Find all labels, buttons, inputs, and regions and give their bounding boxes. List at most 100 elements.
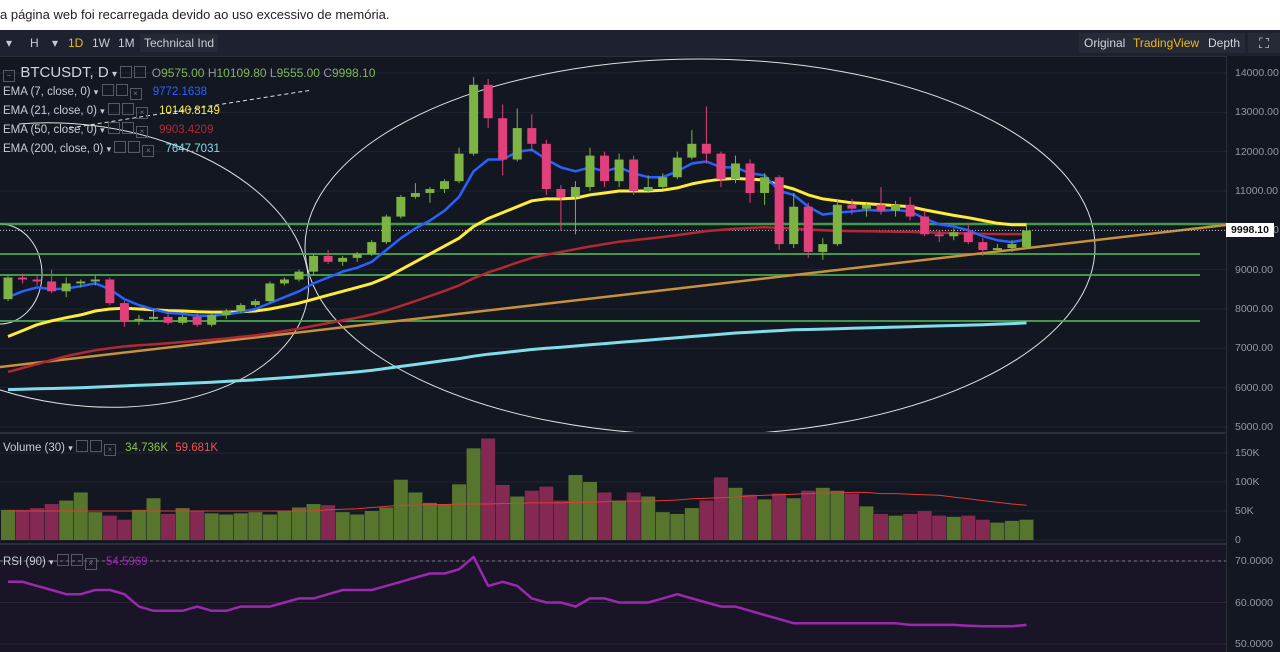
candle-body — [410, 192, 420, 197]
more-menu-icon[interactable]: ▾ — [6, 36, 13, 50]
symbol-legend: − BTCUSDT, D ▾ O9575.00 H10109.80 L9555.… — [3, 64, 375, 82]
price-tick-label: 9000.00 — [1235, 263, 1273, 276]
rising-trendline — [0, 223, 1226, 369]
candle-body — [367, 242, 377, 254]
interval-1d-button[interactable]: 1D — [68, 36, 84, 50]
candle-body — [963, 232, 973, 243]
candle-body — [643, 187, 653, 191]
price-tick-label: 14000.00 — [1235, 67, 1279, 79]
chevron-down-icon[interactable]: ▾ — [52, 36, 59, 50]
technical-indicators-button[interactable]: Technical Ind — [140, 34, 219, 52]
visibility-icon[interactable] — [56, 554, 69, 566]
view-original-button[interactable]: Original — [1079, 33, 1131, 53]
candle-body — [90, 279, 100, 282]
volume-bar — [233, 513, 248, 540]
view-tradingview-button[interactable]: TradingView — [1128, 33, 1205, 53]
close-icon[interactable]: × — [129, 88, 142, 100]
indicator-ema21[interactable]: EMA (21, close, 0) ▾ × 10140.8149 — [3, 103, 220, 119]
indicator-ema200[interactable]: EMA (200, close, 0) ▾ × 7647.7031 — [3, 141, 220, 157]
rsi-panel-background — [0, 546, 1226, 652]
close-icon[interactable]: × — [142, 145, 155, 157]
symbol-name[interactable]: BTCUSDT, D — [20, 64, 109, 81]
price-tick-label: 7000.00 — [1235, 342, 1273, 355]
rsi-tick-label: 50.0000 — [1235, 638, 1273, 650]
settings-icon[interactable] — [115, 84, 128, 96]
price-chart-canvas[interactable] — [0, 56, 1226, 652]
candle-body — [978, 242, 988, 250]
close-icon[interactable]: × — [135, 107, 148, 119]
settings-icon[interactable] — [121, 122, 134, 134]
volume-bar — [903, 513, 918, 540]
visibility-icon[interactable] — [101, 84, 114, 96]
indicator-label: EMA (50, close, 0) — [3, 124, 97, 136]
settings-icon[interactable] — [70, 554, 83, 566]
volume-bar — [59, 500, 74, 540]
settings-icon[interactable] — [121, 103, 134, 115]
volume-tick-label: 100K — [1235, 476, 1260, 488]
chevron-down-icon[interactable]: ▾ — [93, 87, 99, 97]
panel-separator — [0, 543, 1226, 545]
interval-1m-button[interactable]: 1M — [118, 36, 135, 50]
close-icon[interactable]: × — [84, 558, 97, 570]
settings-icon[interactable] — [128, 141, 141, 153]
volume-tick-label: 50K — [1235, 505, 1254, 517]
volume-bar — [844, 493, 859, 540]
settings-icon[interactable] — [89, 440, 102, 452]
visibility-icon[interactable] — [107, 103, 120, 115]
candle-body — [18, 277, 28, 280]
volume-bar — [583, 482, 597, 540]
candle-body — [731, 163, 740, 180]
close-icon[interactable]: × — [135, 126, 148, 138]
candle-body — [178, 316, 188, 323]
candle-body — [556, 189, 566, 197]
price-tick-label: 12000.00 — [1235, 145, 1279, 158]
rsi-legend[interactable]: RSI (90) ▾ × 54.5969 — [3, 554, 148, 570]
rsi-line — [8, 555, 1027, 628]
candle-body — [672, 157, 682, 178]
indicator-ema7[interactable]: EMA (7, close, 0) ▾ × 9772.1638 — [3, 84, 207, 100]
chevron-down-icon[interactable]: ▾ — [100, 106, 105, 116]
chevron-down-icon[interactable]: ▾ — [112, 69, 118, 80]
candle-body — [221, 310, 231, 315]
interval-1w-button[interactable]: 1W — [92, 36, 110, 50]
candle-body — [614, 159, 624, 182]
rsi-tick-label: 60.0000 — [1235, 596, 1273, 609]
fullscreen-icon[interactable]: ⛶ — [1248, 33, 1280, 53]
volume-bar — [961, 515, 976, 540]
volume-ma-value: 59.681K — [175, 442, 219, 454]
visibility-icon[interactable] — [75, 440, 88, 452]
visibility-icon[interactable] — [114, 141, 127, 153]
collapse-icon[interactable]: − — [3, 70, 15, 82]
volume-bar — [510, 496, 525, 540]
candle-body — [876, 204, 886, 211]
chevron-down-icon[interactable]: ▾ — [49, 557, 54, 567]
candle-body — [3, 277, 13, 300]
indicator-ema50[interactable]: EMA (50, close, 0) ▾ × 9903.4209 — [3, 122, 213, 138]
indicator-label: EMA (200, close, 0) — [3, 143, 104, 155]
volume-bar — [655, 512, 670, 540]
candle-body — [992, 248, 1002, 250]
close-icon[interactable]: × — [103, 444, 116, 456]
candle-body — [440, 181, 449, 190]
visibility-icon[interactable] — [107, 122, 120, 134]
volume-bar — [786, 498, 801, 540]
volume-legend[interactable]: Volume (30) ▾ × 34.736K 59.681K — [3, 440, 218, 456]
candle-body — [600, 155, 610, 182]
chevron-down-icon[interactable]: ▾ — [68, 443, 73, 453]
volume-bar — [874, 513, 888, 540]
view-depth-button[interactable]: Depth — [1203, 33, 1246, 53]
close-label: C — [323, 66, 332, 80]
chevron-down-icon[interactable]: ▾ — [106, 144, 112, 154]
interval-h-button[interactable]: H — [30, 36, 39, 50]
chevron-down-icon[interactable]: ▾ — [100, 125, 105, 135]
volume-tick-label: 150K — [1235, 447, 1260, 459]
visibility-icon[interactable] — [120, 66, 133, 78]
settings-icon[interactable] — [134, 66, 147, 78]
volume-bar — [146, 498, 161, 540]
candle-body — [949, 232, 959, 237]
volume-tick-label: 0 — [1235, 534, 1241, 546]
volume-ma-line — [8, 491, 1027, 512]
candle-body — [119, 303, 129, 321]
chart-area[interactable] — [0, 56, 1226, 652]
candle-body — [61, 283, 71, 292]
